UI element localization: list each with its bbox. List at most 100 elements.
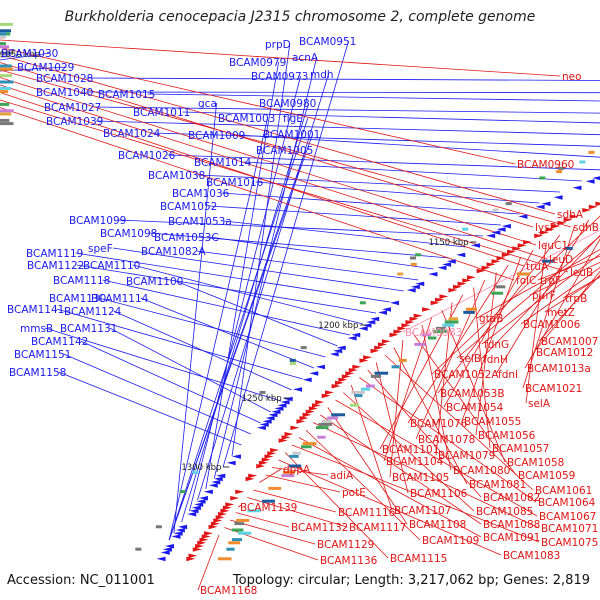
gene-arrow-minus[interactable] [231, 454, 241, 459]
gene-arrow-minus[interactable] [486, 233, 496, 239]
gene-arrow-plus[interactable] [501, 252, 511, 258]
gene-arrow-plus[interactable] [557, 220, 567, 226]
gene-label-minus[interactable]: BCAM1038 [148, 170, 205, 182]
gene-arrow-minus[interactable] [262, 419, 272, 424]
gene-arrow-plus[interactable] [582, 208, 592, 213]
gene-arrow-plus[interactable] [401, 323, 411, 328]
gene-arrow-plus[interactable] [381, 339, 391, 344]
gene-label-minus[interactable]: BCAM1151 [14, 349, 71, 361]
gene-label-plus[interactable]: BCAM1059 [518, 470, 575, 482]
gene-arrow-minus[interactable] [491, 230, 501, 235]
gene-label-minus[interactable]: flgE [283, 113, 303, 125]
gene-arrow-plus[interactable] [486, 262, 496, 267]
gene-arrow-minus[interactable] [329, 352, 339, 357]
gene-arrow-minus[interactable] [518, 214, 528, 219]
gene-arrow-minus[interactable] [437, 265, 447, 271]
gene-label-plus[interactable]: sdhB [573, 222, 599, 234]
gene-arrow-plus[interactable] [523, 240, 533, 245]
gene-arrow-minus[interactable] [347, 336, 357, 341]
gene-arrow-plus[interactable] [551, 224, 561, 229]
gene-arrow-minus[interactable] [351, 332, 361, 338]
gene-label-plus[interactable]: BCAM1055 [464, 416, 521, 428]
gene-arrow-plus[interactable] [284, 432, 294, 437]
gene-label-minus[interactable]: BCAM0951 [299, 36, 356, 48]
gene-arrow-plus[interactable] [296, 419, 306, 424]
gene-arrow-plus[interactable] [311, 403, 321, 408]
gene-label-minus[interactable]: BCAM1122 [27, 260, 84, 272]
gene-label-plus[interactable]: BCAM1078 [418, 434, 475, 446]
gene-label-plus[interactable]: BCAM1006 [523, 319, 581, 331]
gene-label-minus[interactable]: BCAM1053a [168, 216, 232, 228]
gene-arrow-plus[interactable] [278, 438, 288, 443]
gene-arrow-minus[interactable] [442, 262, 452, 267]
gene-arrow-plus[interactable] [374, 345, 384, 351]
gene-label-minus[interactable]: BCAM1011 [133, 107, 190, 119]
gene-label-plus[interactable]: trpF [540, 275, 561, 287]
gene-label-plus[interactable]: BCAM1012 [536, 347, 593, 359]
gene-arrow-minus[interactable] [362, 323, 372, 328]
gene-arrow-minus[interactable] [265, 416, 275, 421]
gene-arrow-plus[interactable] [248, 473, 258, 479]
gene-arrow-plus[interactable] [256, 464, 266, 469]
gene-label-plus[interactable]: BCAM1061 [535, 485, 592, 497]
gene-arrow-minus[interactable] [446, 259, 456, 264]
gene-arrow-plus[interactable] [448, 288, 458, 293]
gene-arrow-minus[interactable] [415, 281, 425, 287]
gene-label-plus[interactable]: BCAM1067 [539, 511, 596, 523]
gene-label-minus[interactable]: BCAM1029 [17, 62, 74, 74]
gene-arrow-plus[interactable] [466, 275, 476, 280]
gene-arrow-minus[interactable] [268, 412, 278, 418]
gene-label-plus[interactable]: leuD [549, 254, 573, 266]
gene-label-plus[interactable]: gtaB [479, 313, 503, 325]
gene-label-plus[interactable]: fdnG [484, 339, 509, 351]
gene-label-minus[interactable]: BCAM1009 [188, 130, 245, 142]
gene-arrow-minus[interactable] [208, 483, 218, 488]
gene-label-plus[interactable]: metZ [547, 307, 575, 319]
gene-arrow-minus[interactable] [309, 371, 319, 376]
gene-arrow-minus[interactable] [501, 224, 511, 229]
gene-label-plus[interactable]: BCAM1109 [422, 535, 479, 547]
gene-label-plus[interactable]: BCAM1129 [317, 539, 374, 551]
gene-arrow-plus[interactable] [422, 307, 432, 312]
gene-label-plus[interactable]: BCAM1052A [434, 369, 499, 381]
gene-arrow-plus[interactable] [545, 227, 555, 232]
gene-arrow-plus[interactable] [324, 390, 334, 395]
gene-arrow-plus[interactable] [267, 451, 277, 456]
gene-arrow-minus[interactable] [160, 550, 170, 555]
gene-label-highlighted[interactable]: BCAM0983 [405, 327, 462, 339]
gene-arrow-plus[interactable] [186, 556, 196, 562]
gene-label-minus[interactable]: BCAM0979 [229, 57, 286, 69]
gene-arrow-plus[interactable] [220, 508, 230, 514]
gene-label-plus[interactable]: BCAM1053B [440, 388, 505, 400]
gene-arrow-plus[interactable] [197, 540, 207, 546]
gene-label-plus[interactable]: BCAM1085 [476, 506, 533, 518]
gene-label-plus[interactable]: BCAM1107 [394, 505, 451, 517]
gene-arrow-plus[interactable] [308, 406, 318, 411]
gene-arrow-plus[interactable] [405, 320, 415, 325]
gene-label-plus[interactable]: fdnH [483, 354, 508, 366]
gene-arrow-minus[interactable] [370, 316, 380, 322]
gene-arrow-plus[interactable] [409, 316, 419, 322]
gene-arrow-plus[interactable] [199, 537, 209, 543]
gene-label-minus[interactable]: speF [88, 243, 113, 255]
gene-label-plus[interactable]: BCAM1136 [320, 555, 378, 567]
gene-label-minus[interactable]: BCAM1100 [126, 276, 183, 288]
gene-arrow-plus[interactable] [457, 281, 467, 287]
gene-arrow-plus[interactable] [569, 214, 579, 219]
gene-label-minus[interactable]: BCAM1110 [83, 260, 140, 272]
gene-label-plus[interactable]: BCAM0960 [517, 159, 574, 171]
gene-arrow-minus[interactable] [428, 272, 438, 277]
gene-label-plus[interactable]: leuB [570, 267, 593, 279]
gene-arrow-plus[interactable] [435, 297, 445, 303]
gene-label-minus[interactable]: BCAM1082A [141, 246, 206, 258]
gene-arrow-minus[interactable] [378, 310, 388, 315]
gene-arrow-plus[interactable] [305, 409, 315, 415]
gene-label-plus[interactable]: BCAM1101 [382, 444, 439, 456]
gene-arrow-minus[interactable] [199, 496, 209, 501]
gene-arrow-minus[interactable] [406, 288, 416, 293]
gene-label-plus[interactable]: BCAM1076 [410, 418, 468, 430]
gene-arrow-plus[interactable] [476, 268, 486, 274]
gene-arrow-plus[interactable] [348, 368, 358, 373]
gene-arrow-minus[interactable] [211, 480, 221, 485]
gene-label-plus[interactable]: BCAM1083 [503, 550, 560, 562]
